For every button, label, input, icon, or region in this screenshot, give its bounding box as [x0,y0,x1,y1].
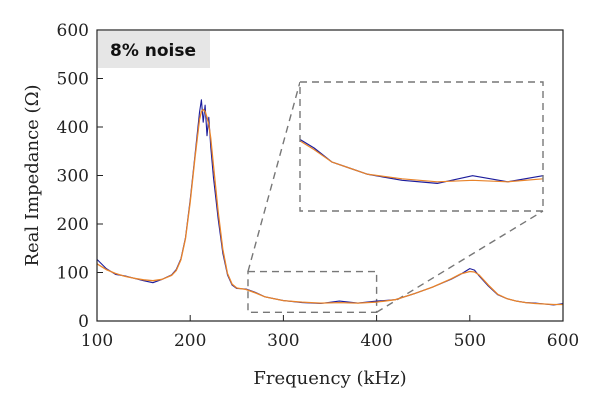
x-tick-label: 600 [547,331,579,351]
inset-series-layer [300,138,543,184]
inset-frame [299,81,544,212]
x-tick-label: 400 [360,331,392,351]
series-line-2 [97,108,563,306]
zoom-indicator [247,81,544,313]
y-axis-label: Real Impedance (Ω) [22,84,43,266]
x-tick-label: 200 [174,331,206,351]
inset-background [300,82,543,211]
y-tick-label: 0 [78,312,89,332]
y-tick-label: 200 [57,215,89,235]
x-tick-label: 500 [454,331,486,351]
y-tick-label: 500 [57,70,89,90]
inset-series-line-2 [300,140,543,183]
zoom-region-rect [247,270,378,313]
y-tick-label: 600 [57,21,89,41]
annotation-label: 8% noise [110,41,196,61]
x-tick-label: 100 [81,331,113,351]
zoom-connector-left [247,81,301,272]
y-tick-label: 300 [57,167,89,187]
series-layer [97,99,563,306]
y-tick-label: 100 [57,264,89,284]
x-axis-label: Frequency (kHz) [253,368,406,389]
zoom-connector-right [376,210,544,313]
zoom-inset [299,81,544,212]
y-tick-label: 400 [57,118,89,138]
noise-annotation: 8% noise [98,31,210,68]
annotation-background [98,31,210,68]
x-tick-label: 300 [267,331,299,351]
